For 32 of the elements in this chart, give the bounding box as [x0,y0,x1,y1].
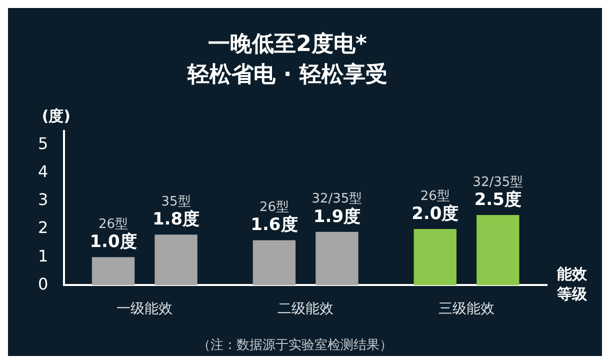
annotation: 26型 [98,217,128,232]
data-label: 1.8度 [152,210,200,230]
chart-subtitle: 轻松省电 · 轻松享受 [186,61,388,88]
x-axis-title: 能效等级 [556,265,588,304]
annotation: 26型 [420,188,450,204]
annotation: 35型 [161,194,191,210]
data-label: 1.6度 [250,215,298,236]
y-tick-label: 5 [38,134,48,153]
bar [154,234,198,286]
y-tick-label: 2 [38,218,48,238]
bar [316,232,358,286]
x-tick-label: 一级能效 [116,301,173,318]
data-label: 1.9度 [313,206,361,227]
chart-title: 一晚低至2度电* [208,30,368,57]
x-tick-label: 二级能效 [278,301,334,318]
y-tick-label: 1 [38,246,48,266]
text: （注：数据源于实验室检测结果） [198,336,392,353]
y-tick-label: 3 [38,190,48,210]
y-axis-title: (度) [42,107,71,126]
bar [476,215,520,286]
annotation: 32/35型 [312,192,362,207]
annotation: 26型 [259,200,289,216]
annotation: 32/35型 [472,174,524,190]
bar [252,240,296,286]
bar [414,229,456,286]
x-tick-label: 三级能效 [438,301,495,318]
y-tick-label: 4 [38,162,48,182]
data-label: 2.5度 [474,190,522,210]
bar [92,257,135,286]
data-label: 2.0度 [412,204,459,224]
data-label: 1.0度 [90,232,137,252]
y-tick-label: 0 [38,274,48,294]
